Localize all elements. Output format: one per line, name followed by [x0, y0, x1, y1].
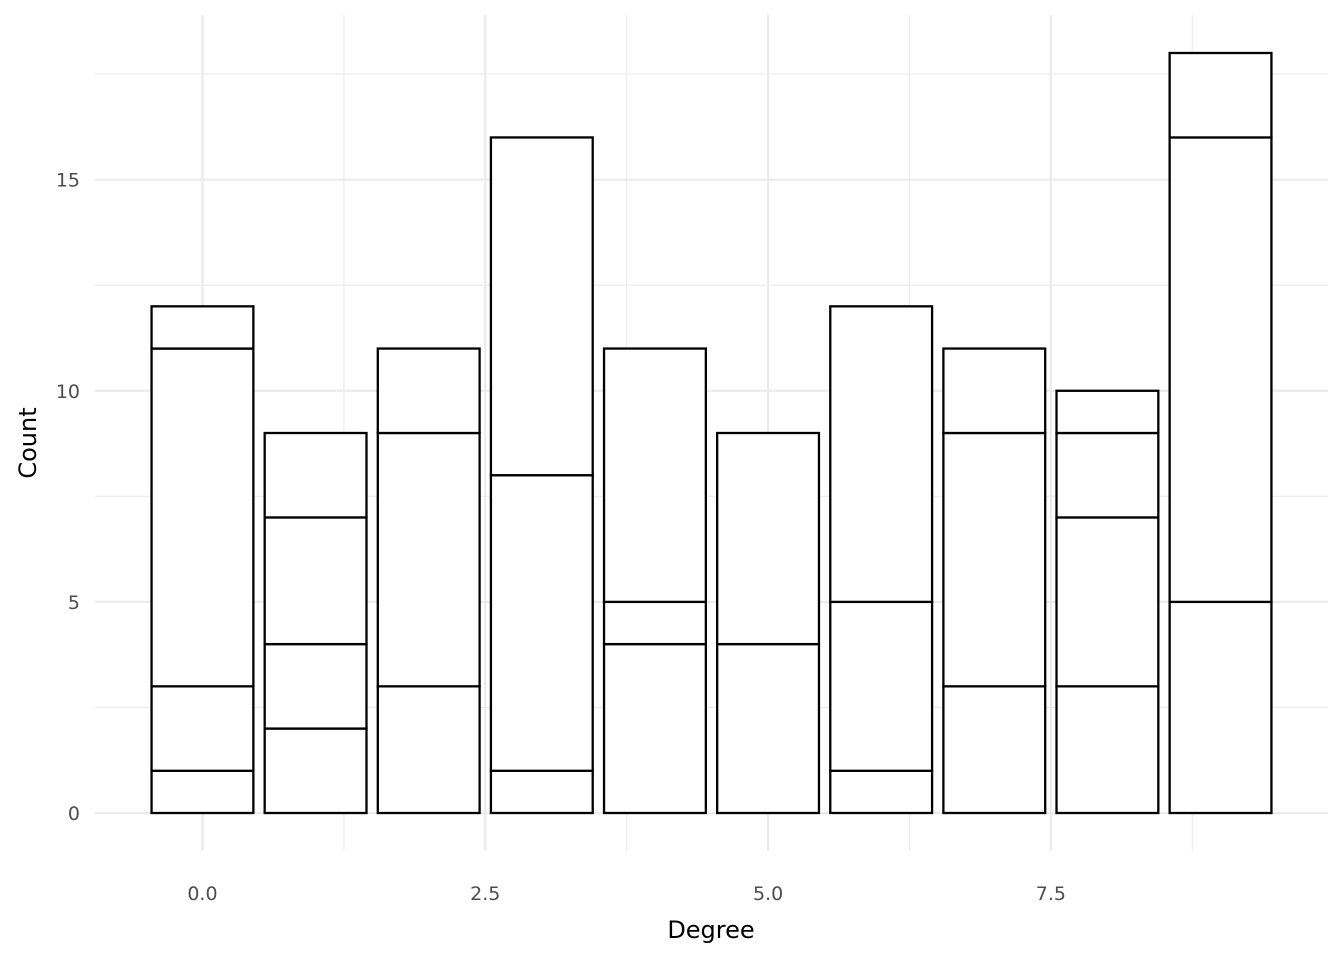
bar-segment-6-1 — [829, 600, 934, 772]
x-tick-label: 5.0 — [753, 883, 783, 905]
x-axis-ticks: 0.0 2.5 5.0 7.5 — [187, 883, 1066, 905]
x-axis-title: Degree — [667, 916, 754, 944]
bar-segment-9-2 — [1168, 51, 1273, 139]
bar-segment-3-0 — [489, 769, 594, 815]
bar-segment-0-2 — [150, 347, 255, 688]
y-tick-label: 10 — [56, 381, 80, 403]
bar-segment-7-2 — [942, 347, 1047, 435]
bar-segment-6-2 — [829, 305, 934, 604]
bar-segment-7-0 — [942, 685, 1047, 815]
bar-segment-3-2 — [489, 136, 594, 477]
x-tick-label: 0.0 — [187, 883, 217, 905]
bar-segment-5-1 — [716, 431, 821, 646]
x-tick-label: 2.5 — [470, 883, 500, 905]
y-axis-ticks: 0 5 10 15 — [56, 170, 80, 825]
bar-segment-9-1 — [1168, 136, 1273, 604]
bar-segment-2-2 — [376, 347, 481, 435]
y-axis-title: Count — [14, 407, 42, 478]
bar-segment-9-0 — [1168, 600, 1273, 815]
bars-group — [150, 51, 1273, 815]
bar-segment-7-1 — [942, 431, 1047, 688]
bar-segment-6-0 — [829, 769, 934, 815]
bar-segment-8-3 — [1055, 389, 1160, 435]
bar-segment-4-2 — [602, 347, 707, 604]
bar-segment-1-2 — [263, 516, 368, 646]
bar-segment-3-1 — [489, 474, 594, 772]
x-tick-label: 7.5 — [1036, 883, 1066, 905]
y-tick-label: 0 — [68, 803, 80, 825]
bar-segment-4-0 — [602, 642, 707, 815]
bar-segment-1-1 — [263, 642, 368, 730]
bar-segment-0-0 — [150, 769, 255, 815]
y-tick-label: 5 — [68, 592, 80, 614]
bar-segment-5-0 — [716, 642, 821, 815]
bar-segment-2-1 — [376, 431, 481, 688]
bar-segment-1-0 — [263, 727, 368, 815]
bar-segment-0-1 — [150, 685, 255, 772]
bar-segment-4-1 — [602, 600, 707, 646]
bar-segment-2-0 — [376, 685, 481, 815]
bar-segment-1-3 — [263, 431, 368, 519]
bar-segment-0-3 — [150, 305, 255, 350]
y-tick-label: 15 — [56, 170, 80, 192]
bar-segment-8-0 — [1055, 685, 1160, 815]
bar-segment-8-1 — [1055, 516, 1160, 688]
bar-segment-8-2 — [1055, 431, 1160, 519]
